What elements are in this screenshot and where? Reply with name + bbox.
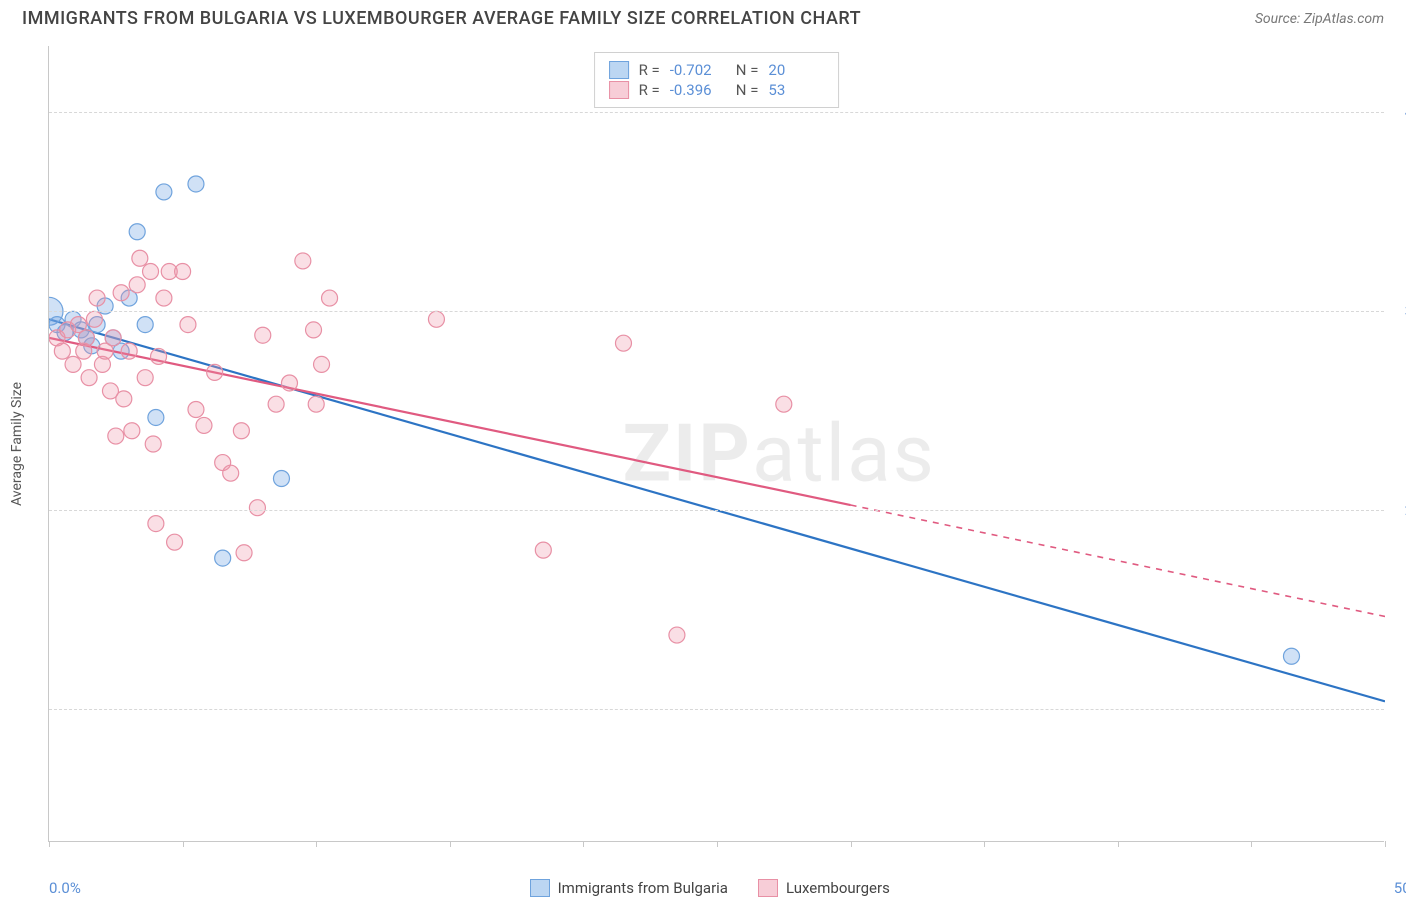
- gridline: [49, 709, 1384, 710]
- legend-label: Luxembourgers: [786, 879, 890, 897]
- data-point: [86, 311, 102, 327]
- data-point: [129, 277, 145, 293]
- data-point: [137, 370, 153, 386]
- trend-line-extrapolated: [851, 505, 1385, 616]
- data-point: [105, 330, 121, 346]
- data-point: [108, 428, 124, 444]
- data-point: [306, 322, 322, 338]
- x-tick: [450, 841, 451, 847]
- gridline: [49, 112, 1384, 113]
- header: IMMIGRANTS FROM BULGARIA VS LUXEMBOURGER…: [0, 0, 1406, 33]
- trend-line: [49, 338, 851, 505]
- stat-n-label: N =: [736, 81, 759, 99]
- x-tick: [1251, 841, 1252, 847]
- legend-swatch: [758, 879, 778, 897]
- data-point: [255, 327, 271, 343]
- data-point: [308, 396, 324, 412]
- data-point: [273, 470, 289, 486]
- data-point: [322, 290, 338, 306]
- data-point: [314, 356, 330, 372]
- data-point: [249, 500, 265, 516]
- x-tick: [49, 841, 50, 847]
- x-tick: [183, 841, 184, 847]
- plot-svg: [49, 46, 1385, 842]
- data-point: [151, 348, 167, 364]
- data-point: [167, 534, 183, 550]
- x-tick: [984, 841, 985, 847]
- data-point: [156, 184, 172, 200]
- data-point: [236, 545, 252, 561]
- legend-item: Immigrants from Bulgaria: [530, 879, 728, 897]
- data-point: [156, 290, 172, 306]
- data-point: [295, 253, 311, 269]
- stats-legend: R = -0.702 N = 20 R = -0.396 N = 53: [594, 52, 840, 108]
- data-point: [535, 542, 551, 558]
- data-point: [148, 409, 164, 425]
- legend-item: Luxembourgers: [758, 879, 890, 897]
- chart-title: IMMIGRANTS FROM BULGARIA VS LUXEMBOURGER…: [22, 8, 861, 29]
- stats-row: R = -0.396 N = 53: [609, 81, 825, 99]
- chart-container: Average Family Size ZIPatlas R =-0.702N …: [48, 46, 1384, 842]
- data-point: [54, 343, 70, 359]
- data-point: [428, 311, 444, 327]
- data-point: [143, 264, 159, 280]
- stat-r-value: -0.396: [670, 81, 726, 99]
- data-point: [669, 627, 685, 643]
- data-point: [207, 364, 223, 380]
- gridline: [49, 311, 1384, 312]
- legend-swatch: [530, 879, 550, 897]
- stat-n-value: 53: [768, 81, 824, 99]
- stat-r-label: R =: [639, 81, 660, 99]
- data-point: [129, 224, 145, 240]
- x-tick: [1385, 841, 1386, 847]
- x-tick: [316, 841, 317, 847]
- data-point: [223, 465, 239, 481]
- x-tick: [717, 841, 718, 847]
- x-tick: [583, 841, 584, 847]
- x-max-label: 50.0%: [1394, 879, 1406, 897]
- y-axis-title: Average Family Size: [9, 381, 25, 505]
- legend-swatch: [609, 61, 629, 79]
- data-point: [1283, 648, 1299, 664]
- data-point: [124, 423, 140, 439]
- data-point: [89, 290, 105, 306]
- data-point: [137, 317, 153, 333]
- gridline: [49, 510, 1384, 511]
- data-point: [281, 375, 297, 391]
- stat-n-value: 20: [768, 61, 824, 79]
- data-point: [188, 402, 204, 418]
- data-point: [148, 516, 164, 532]
- bottom-legend: Immigrants from Bulgaria Luxembourgers: [530, 879, 890, 897]
- x-min-label: 0.0%: [49, 879, 81, 897]
- source-attribution: Source: ZipAtlas.com: [1255, 11, 1384, 27]
- data-point: [116, 391, 132, 407]
- stat-n-label: N =: [736, 61, 759, 79]
- data-point: [65, 356, 81, 372]
- data-point: [78, 330, 94, 346]
- data-point: [615, 335, 631, 351]
- stats-row: R = -0.702 N = 20: [609, 61, 825, 79]
- data-point: [233, 423, 249, 439]
- data-point: [188, 176, 204, 192]
- x-tick: [1118, 841, 1119, 847]
- data-point: [196, 417, 212, 433]
- legend-label: Immigrants from Bulgaria: [558, 879, 728, 897]
- data-point: [268, 396, 284, 412]
- data-point: [175, 264, 191, 280]
- data-point: [121, 343, 137, 359]
- data-point: [776, 396, 792, 412]
- x-tick: [851, 841, 852, 847]
- data-point: [81, 370, 97, 386]
- data-point: [180, 317, 196, 333]
- stat-r-label: R =: [639, 61, 660, 79]
- data-point: [113, 285, 129, 301]
- data-point: [132, 250, 148, 266]
- stat-r-value: -0.702: [670, 61, 726, 79]
- legend-swatch: [609, 81, 629, 99]
- data-point: [145, 436, 161, 452]
- data-point: [215, 550, 231, 566]
